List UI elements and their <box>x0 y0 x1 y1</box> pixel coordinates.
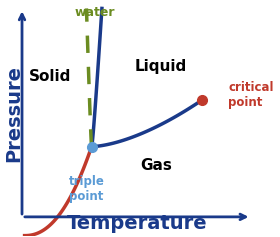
Text: triple
point: triple point <box>69 175 104 203</box>
Text: Pressure: Pressure <box>4 65 23 162</box>
Text: critical
point: critical point <box>228 81 274 109</box>
Text: Liquid: Liquid <box>135 59 187 74</box>
Text: Solid: Solid <box>29 69 72 84</box>
Text: Temperature: Temperature <box>66 214 207 233</box>
Text: water: water <box>74 6 115 19</box>
Text: Gas: Gas <box>140 158 172 173</box>
